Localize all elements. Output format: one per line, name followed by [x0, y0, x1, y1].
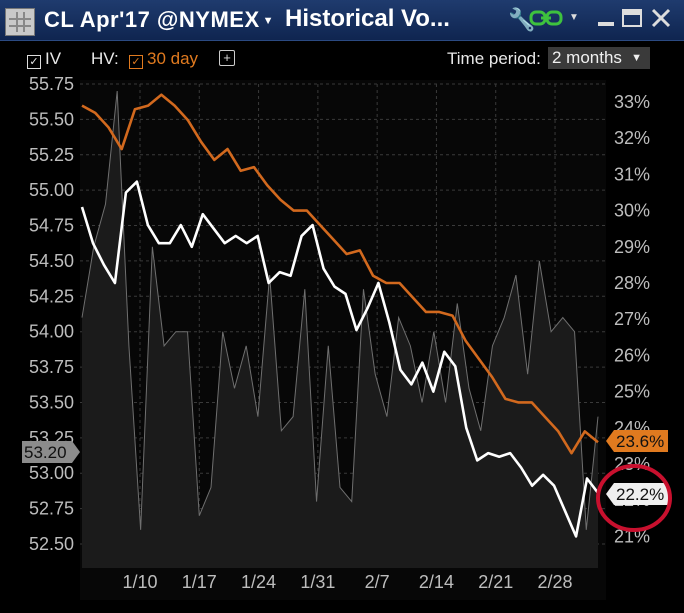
- hv-line: [81, 93, 599, 455]
- maximize-icon[interactable]: [621, 8, 643, 34]
- volatility-tick-label: 29%: [614, 237, 650, 257]
- price-tick-label: 54.00: [29, 322, 74, 342]
- price-tick-label: 54.50: [29, 251, 74, 271]
- current-iv-tag: 22.2%: [606, 483, 668, 505]
- volatility-tick-label: 28%: [614, 273, 650, 293]
- volatility-tick-label: 27%: [614, 309, 650, 329]
- add-hv-button[interactable]: +: [219, 50, 235, 66]
- minimize-icon[interactable]: [596, 8, 616, 34]
- hv-series: [81, 93, 599, 455]
- close-icon[interactable]: [650, 8, 672, 34]
- current-price-label: 53.20: [24, 443, 67, 462]
- current-hv-label: 23.6%: [616, 432, 664, 451]
- current-price-tag: 53.20: [22, 441, 80, 463]
- date-tick-label: 1/10: [122, 572, 157, 592]
- link-icon[interactable]: [529, 6, 567, 36]
- time-period-dropdown-icon: ▼: [631, 52, 642, 64]
- date-tick-label: 2/7: [365, 572, 390, 592]
- price-tick-label: 54.25: [29, 286, 74, 306]
- date-tick-label: 2/28: [538, 572, 573, 592]
- volatility-tick-label: 23%: [614, 454, 650, 474]
- date-tick-label: 2/14: [419, 572, 454, 592]
- volatility-tick-label: 25%: [614, 382, 650, 402]
- price-tick-label: 52.75: [29, 499, 74, 519]
- price-tick-label: 54.75: [29, 216, 74, 236]
- volatility-tick-label: 30%: [614, 201, 650, 221]
- price-tick-label: 55.00: [29, 180, 74, 200]
- historical-volatility-chart: 55.75 55.50 55.25 55.00 54.75 54.50 54.25 54.00…: [22, 76, 672, 600]
- symbol-dropdown-icon: ▼: [262, 15, 275, 28]
- price-tick-label: 55.75: [29, 76, 74, 94]
- volatility-tick-label: 32%: [614, 128, 650, 148]
- iv-label: IV: [45, 49, 62, 68]
- price-series: [81, 91, 599, 569]
- time-period-select[interactable]: 2 months ▼: [548, 47, 650, 69]
- title-bar: CL Apr'17 @NYMEX ▼ Historical Vo... 🔧 ▼: [0, 0, 684, 41]
- current-iv-label: 22.2%: [616, 485, 664, 504]
- hv-checkbox-icon: ✓: [129, 55, 143, 69]
- price-tick-label: 55.25: [29, 145, 74, 165]
- time-period-label: Time period:: [447, 49, 541, 68]
- price-tick-label: 55.50: [29, 109, 74, 129]
- price-tick-label: 52.50: [29, 534, 74, 554]
- date-tick-label: 1/24: [241, 572, 276, 592]
- symbol-label: CL Apr'17 @NYMEX: [44, 7, 260, 32]
- window-title: Historical Vo...: [285, 5, 450, 32]
- iv-series: [80, 180, 600, 538]
- price-tick-label: 53.50: [29, 392, 74, 412]
- date-tick-label: 1/31: [300, 572, 335, 592]
- volatility-axis: 33%32%31%30%29%28%27%26%25%24%23%22%21%: [614, 92, 650, 546]
- symbol-selector[interactable]: CL Apr'17 @NYMEX ▼: [44, 7, 274, 33]
- date-tick-label: 1/17: [182, 572, 217, 592]
- hv-label: HV:: [91, 49, 119, 68]
- iv-line: [80, 180, 600, 538]
- date-tick-label: 2/21: [478, 572, 513, 592]
- highlight-circle: [596, 464, 672, 532]
- volatility-tick-label: 31%: [614, 164, 650, 184]
- price-area: [82, 91, 598, 569]
- hv-period-label: 30 day: [147, 49, 199, 68]
- price-axis: 55.75 55.50 55.25 55.00 54.75 54.50 54.25 54.00…: [29, 76, 74, 554]
- hv-toggle[interactable]: ✓ 30 day: [129, 49, 198, 69]
- iv-toggle[interactable]: ✓ IV: [27, 49, 61, 69]
- volatility-tick-label: 33%: [614, 92, 650, 112]
- time-period-value: 2 months: [552, 48, 622, 67]
- volatility-tick-label: 26%: [614, 345, 650, 365]
- date-axis: 1/10 1/17 1/24 1/31 2/7 2/14 2/21 2/28: [122, 572, 572, 592]
- grid-app-icon[interactable]: [5, 8, 35, 36]
- current-hv-tag: 23.6%: [606, 430, 668, 452]
- link-dropdown-icon[interactable]: ▼: [569, 12, 579, 23]
- price-tick-label: 53.75: [29, 357, 74, 377]
- price-tick-label: 53.00: [29, 463, 74, 483]
- iv-checkbox-icon: ✓: [27, 55, 41, 69]
